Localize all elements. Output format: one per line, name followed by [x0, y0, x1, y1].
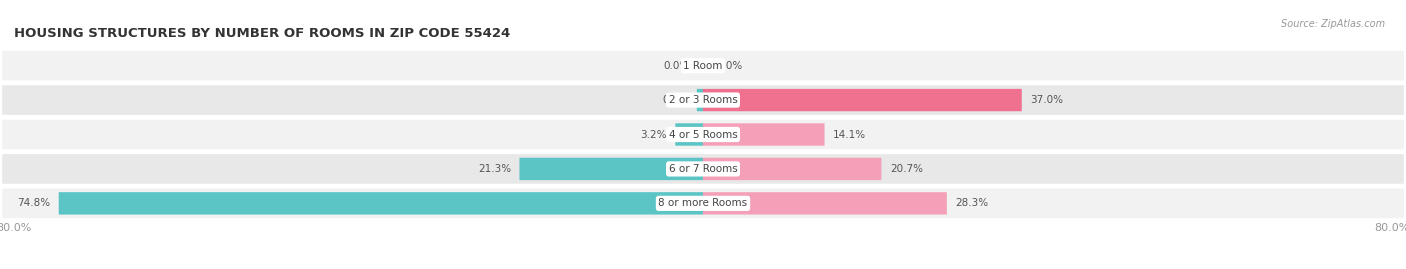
FancyBboxPatch shape — [519, 158, 703, 180]
FancyBboxPatch shape — [1, 187, 1405, 219]
Text: 8 or more Rooms: 8 or more Rooms — [658, 198, 748, 208]
FancyBboxPatch shape — [1, 119, 1405, 150]
FancyBboxPatch shape — [59, 192, 703, 215]
Text: 37.0%: 37.0% — [1031, 95, 1063, 105]
FancyBboxPatch shape — [675, 123, 703, 146]
Text: 0.0%: 0.0% — [716, 61, 742, 71]
Text: 21.3%: 21.3% — [478, 164, 510, 174]
Text: 4 or 5 Rooms: 4 or 5 Rooms — [669, 129, 737, 140]
FancyBboxPatch shape — [1, 84, 1405, 116]
Text: HOUSING STRUCTURES BY NUMBER OF ROOMS IN ZIP CODE 55424: HOUSING STRUCTURES BY NUMBER OF ROOMS IN… — [14, 27, 510, 40]
Text: Source: ZipAtlas.com: Source: ZipAtlas.com — [1281, 19, 1385, 29]
FancyBboxPatch shape — [703, 123, 824, 146]
Text: 6 or 7 Rooms: 6 or 7 Rooms — [669, 164, 737, 174]
Text: 28.3%: 28.3% — [955, 198, 988, 208]
Text: 2 or 3 Rooms: 2 or 3 Rooms — [669, 95, 737, 105]
FancyBboxPatch shape — [703, 89, 1022, 111]
Text: 1 Room: 1 Room — [683, 61, 723, 71]
Text: 14.1%: 14.1% — [832, 129, 866, 140]
FancyBboxPatch shape — [703, 158, 882, 180]
FancyBboxPatch shape — [703, 192, 946, 215]
FancyBboxPatch shape — [697, 89, 703, 111]
FancyBboxPatch shape — [1, 50, 1405, 82]
Text: 0.0%: 0.0% — [664, 61, 690, 71]
Text: 3.2%: 3.2% — [640, 129, 666, 140]
FancyBboxPatch shape — [1, 153, 1405, 185]
Text: 0.7%: 0.7% — [662, 95, 689, 105]
Text: 74.8%: 74.8% — [17, 198, 51, 208]
Text: 20.7%: 20.7% — [890, 164, 922, 174]
